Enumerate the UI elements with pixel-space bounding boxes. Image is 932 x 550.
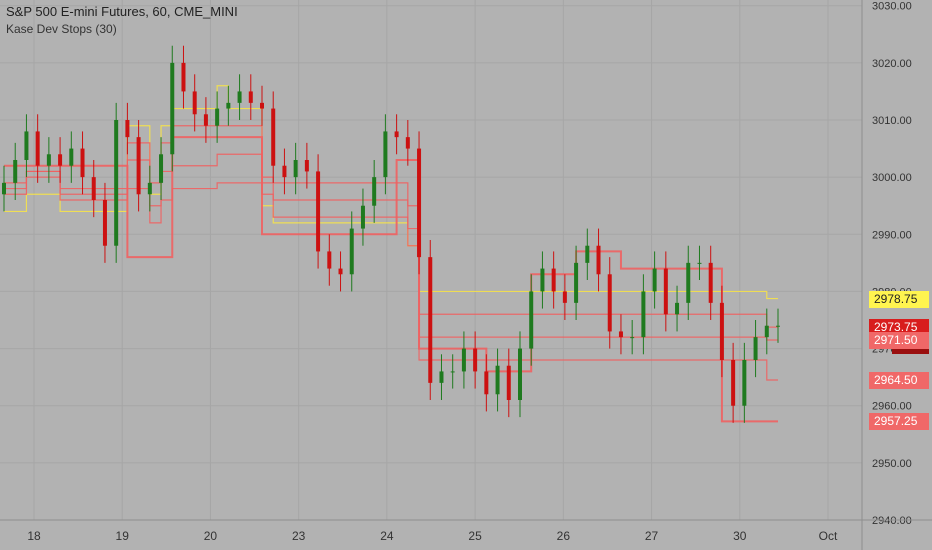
candle-body <box>248 91 253 103</box>
candle-body <box>91 177 96 200</box>
price-tick-label: 2950.00 <box>872 458 912 470</box>
candle-body <box>641 291 646 338</box>
candle-body <box>69 148 74 166</box>
candle-body <box>24 131 29 160</box>
candle-body <box>742 360 747 406</box>
candle-body <box>607 274 612 332</box>
candle-body <box>203 114 208 126</box>
candle-body <box>618 331 623 338</box>
candle-body <box>574 262 579 303</box>
candle-body <box>80 148 85 178</box>
candle-body <box>461 348 466 372</box>
candle-body <box>192 91 197 115</box>
price-badge-stop-1: 2971.50 <box>869 332 929 349</box>
candle-body <box>585 245 590 263</box>
time-tick-label: 19 <box>116 529 130 543</box>
candle-body <box>327 251 332 269</box>
candle-body <box>13 160 18 183</box>
candle-body <box>506 365 511 400</box>
price-tick-label: 3000.00 <box>872 172 912 184</box>
candle-body <box>58 154 63 166</box>
candle-body <box>764 325 769 338</box>
candle-body <box>708 262 713 303</box>
time-tick-label: 20 <box>204 529 218 543</box>
candle-body <box>383 131 388 178</box>
candle-body <box>652 268 657 292</box>
price-badge-last: 2973.75 <box>869 319 929 337</box>
candle-body <box>102 200 107 246</box>
time-tick-label: 30 <box>733 529 747 543</box>
candle-body <box>170 62 175 155</box>
price-tick-label: 3030.00 <box>872 1 912 13</box>
time-tick-label: Oct <box>819 529 838 543</box>
time-tick-label: 27 <box>645 529 659 543</box>
candle-body <box>719 302 724 360</box>
candle-body <box>372 177 377 206</box>
candle-body <box>338 268 343 275</box>
time-tick-label: 18 <box>27 529 41 543</box>
candle-body <box>776 325 780 327</box>
candle-body <box>484 371 489 395</box>
candle-body <box>697 262 702 264</box>
candle-body <box>439 371 444 383</box>
candle-body <box>114 120 119 246</box>
indicator-label[interactable]: Kase Dev Stops (30) <box>6 22 117 36</box>
candle-body <box>428 257 433 383</box>
price-tick-label: 2960.00 <box>872 401 912 413</box>
price-badge-stop-3: 2957.25 <box>869 413 929 431</box>
price-tick-label: 3020.00 <box>872 58 912 70</box>
candle-body <box>562 291 567 303</box>
candle-body <box>596 245 601 275</box>
price-badge-yellow: 2978.75 <box>869 290 929 308</box>
candle-body <box>394 131 399 138</box>
candle-body <box>731 360 736 406</box>
candle-body <box>136 137 141 195</box>
candle-body <box>226 102 231 109</box>
candle-body <box>529 291 534 349</box>
chart-title[interactable]: S&P 500 E-mini Futures, 60, CME_MINI <box>6 4 238 19</box>
time-tick-label: 26 <box>557 529 571 543</box>
candle-body <box>417 148 422 258</box>
stop-line-5 <box>4 136 778 423</box>
candle-body <box>293 160 298 178</box>
candle-body <box>495 365 500 395</box>
candle-body <box>260 102 264 109</box>
candle-body <box>125 120 130 138</box>
candle-body <box>686 262 691 303</box>
candle-body <box>405 137 410 149</box>
candle-body <box>282 165 287 178</box>
candle-body <box>675 302 680 315</box>
candle-body <box>540 268 545 292</box>
candle-body <box>35 131 40 166</box>
candle-body <box>630 337 635 339</box>
candle-body <box>349 228 354 275</box>
candle-body <box>271 108 276 166</box>
candle-body <box>473 348 478 372</box>
candle-body <box>159 154 164 183</box>
time-tick-label: 23 <box>292 529 306 543</box>
candle-body <box>316 171 321 252</box>
candle-body <box>753 337 758 360</box>
candle-body <box>2 182 6 195</box>
candle-body <box>181 62 186 92</box>
candle-body <box>360 205 365 229</box>
candle-body <box>215 108 220 126</box>
candle-body <box>304 160 309 172</box>
candle-body <box>46 154 51 166</box>
candle-body <box>663 268 668 315</box>
candle-body <box>450 371 455 373</box>
price-tick-label: 3010.00 <box>872 115 912 127</box>
candle-body <box>551 268 556 292</box>
candle-body <box>147 182 152 195</box>
candle-body <box>518 348 522 400</box>
time-tick-label: 24 <box>380 529 394 543</box>
price-tick-label: 2940.00 <box>872 515 912 527</box>
time-tick-label: 25 <box>468 529 482 543</box>
price-badge-stop-2: 2964.50 <box>869 372 929 389</box>
price-tick-label: 2990.00 <box>872 229 912 241</box>
candle-body <box>237 91 242 103</box>
